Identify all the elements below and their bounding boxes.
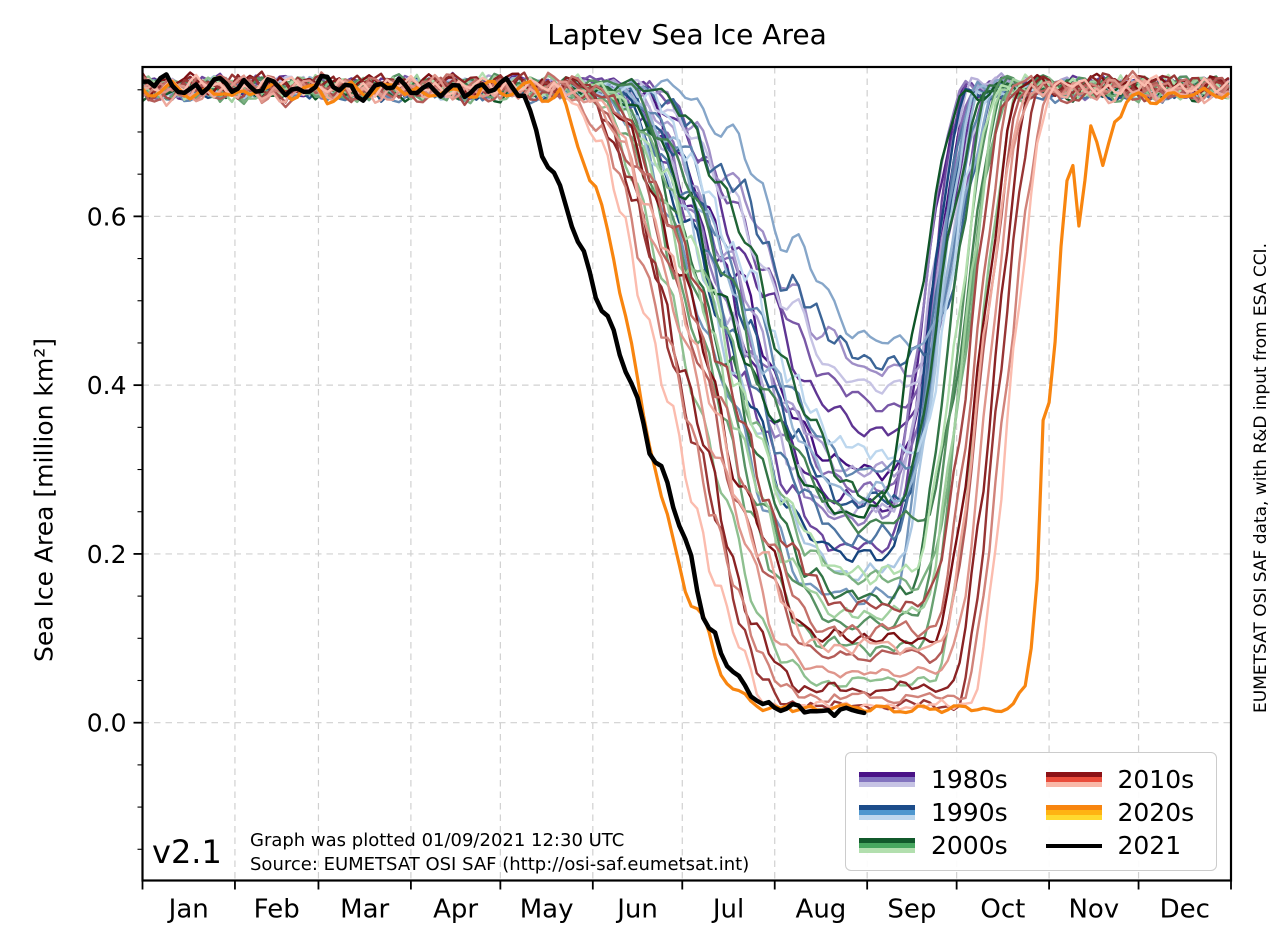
chart-title: Laptev Sea Ice Area [547,18,827,51]
legend-item-2020s: 2020s [1045,796,1203,829]
y-tick-label-0.4: 0.4 [87,371,127,400]
legend-swatch-2010s [1045,772,1102,787]
legend-item-1980s: 1980s [859,763,1016,796]
legend-item-2021: 2021 [1045,829,1203,862]
legend-label-2021: 2021 [1117,831,1182,860]
series-line-2009 [142,71,1230,586]
version-label: v2.1 [152,833,222,871]
data-credit-note: EUMETSAT OSI SAF data, with R&D input fr… [1251,243,1271,713]
legend-swatch-1980s [859,772,915,787]
legend-swatch-2021 [1045,838,1102,853]
tick-labels: Jan Feb Mar Apr May Jun Jul Aug Sep Oct Nov Dec 0.0 0… [87,202,1210,924]
legend-item-1990s: 1990s [859,796,1016,829]
x-tick-label-mar: Mar [340,895,389,925]
legend-swatch-1990s [859,805,915,820]
legend-label-2010s: 2010s [1117,765,1195,794]
legend-label-2000s: 2000s [931,831,1008,860]
x-tick-label-dec: Dec [1160,895,1210,925]
x-tick-label-nov: Nov [1068,895,1119,925]
x-tick-label-jul: Jul [711,895,744,925]
x-tick-label-oct: Oct [980,895,1025,925]
legend-label-2020s: 2020s [1117,798,1195,827]
axes [133,65,1233,890]
legend-swatch-2000s [859,838,915,853]
legend-label-1990s: 1990s [931,798,1008,827]
legend-item-2000s: 2000s [859,829,1016,862]
plot-border [141,65,1233,882]
legend: 1980s 1990s 2000s 2010s 2020s 2021 [845,752,1217,871]
x-tick-label-sep: Sep [887,895,936,925]
y-tick-label-0.2: 0.2 [87,540,127,569]
legend-swatch-2020s [1045,805,1102,820]
series-lines [142,69,1230,719]
legend-label-1980s: 1980s [931,765,1008,794]
x-tick-label-apr: Apr [433,895,478,925]
x-tick-label-feb: Feb [254,895,300,925]
series-line-2003 [142,74,1230,535]
source-line: Source: EUMETSAT OSI SAF (http://osi-saf… [250,854,750,875]
y-axis-label: Sea Ice Area [million km²] [29,337,59,663]
x-tick-label-jun: Jun [615,895,658,925]
legend-item-2010s: 2010s [1045,763,1203,796]
y-tick-label-0.6: 0.6 [87,202,127,231]
x-tick-label-jan: Jan [167,895,209,925]
series-line-2019 [142,73,1230,711]
plotted-timestamp: Graph was plotted 01/09/2021 12:30 UTC [250,830,625,851]
x-tick-label-may: May [520,895,574,925]
x-tick-label-aug: Aug [796,895,847,925]
plot-annotation: Graph was plotted 01/09/2021 12:30 UTC S… [250,829,749,877]
y-tick-label-0.0: 0.0 [87,709,127,738]
series-line-2021 [142,72,867,719]
series-line-2020 [142,79,1230,715]
series-line-2011 [142,70,1230,697]
